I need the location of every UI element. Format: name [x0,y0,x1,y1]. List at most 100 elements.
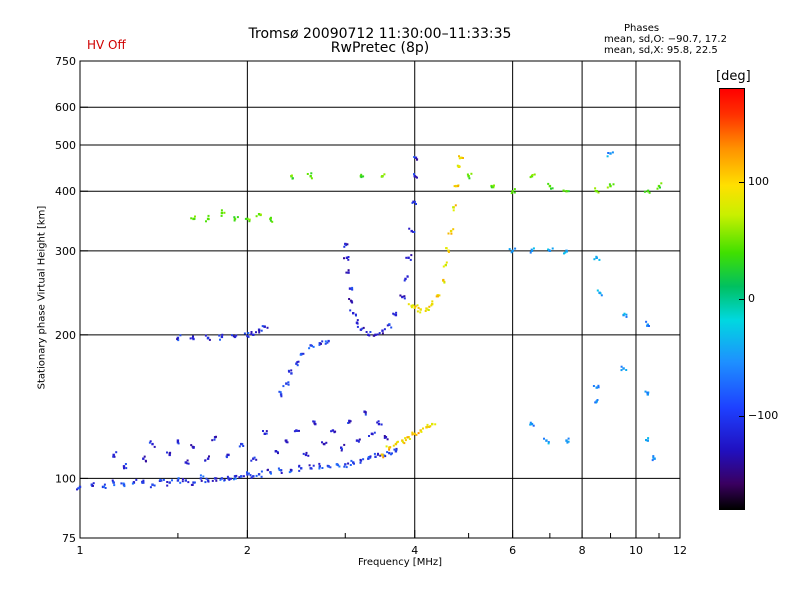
data-point [345,244,348,247]
data-point [223,211,226,214]
data-point [371,433,374,436]
data-point [427,309,430,311]
data-point [233,217,237,221]
data-point [374,455,377,458]
data-point [412,231,415,233]
data-point [258,331,261,334]
data-point [288,471,291,474]
data-point [406,436,409,439]
data-point [620,369,623,372]
data-point [379,454,382,457]
data-point [567,440,570,443]
data-point [404,277,407,281]
data-point [78,485,82,489]
data-point [321,467,324,469]
data-point [425,307,428,310]
data-point [513,191,516,194]
data-point [250,459,253,462]
data-point [298,464,301,467]
data-point [227,453,230,457]
data-point [246,473,249,476]
data-point [410,254,413,257]
data-point [490,186,493,189]
data-point [365,331,368,333]
data-point [122,465,126,468]
data-point [450,232,453,235]
data-point [377,420,380,423]
data-point [612,183,615,186]
data-point [179,334,182,337]
colorbar-tick-label: 0 [748,292,755,305]
data-point [547,248,550,251]
data-point [235,474,238,477]
data-point [141,481,144,484]
data-point [291,177,294,180]
data-point [403,295,406,298]
data-point [468,177,471,180]
data-point [304,453,308,457]
data-point [241,443,244,446]
data-point [493,184,495,187]
data-point [205,477,208,480]
data-point [199,474,202,477]
data-point [284,439,287,442]
data-point [324,340,327,343]
colorbar-tick-label: 100 [748,175,769,188]
data-point [594,187,597,190]
data-point [600,294,603,297]
data-point [269,471,272,474]
data-point [248,220,251,223]
data-point [229,477,232,480]
data-point [176,338,179,341]
data-point [207,214,210,217]
data-point [171,479,173,482]
data-point [376,333,379,336]
data-point [362,326,365,329]
data-point [215,479,218,482]
data-point [622,313,625,317]
data-point [594,401,597,404]
data-point [345,466,348,469]
data-point [270,216,272,219]
data-point [215,477,218,480]
data-point [341,448,343,451]
data-point [192,446,195,448]
data-point [652,455,655,458]
data-point [321,340,324,343]
data-point [238,476,241,479]
data-point [344,242,347,246]
data-point [532,247,535,250]
data-point [407,303,410,306]
data-point [567,190,570,193]
data-point [529,251,532,254]
data-point [381,329,384,332]
chart-title: Tromsø 20090712 11:30:00–11:33:35 [248,26,512,42]
data-point [226,456,228,459]
data-point [457,165,460,167]
data-point [420,430,423,433]
data-point [205,220,207,223]
data-point [250,331,253,333]
data-point [443,281,446,284]
data-point [228,478,231,481]
data-point [490,184,493,188]
data-point [269,217,272,221]
data-point [309,344,312,347]
colorbar-tick [739,299,745,300]
data-point [492,186,495,189]
data-point [428,305,431,308]
data-point [416,158,418,161]
data-point [279,393,283,396]
data-point [176,479,180,482]
data-point [287,381,290,384]
data-point [645,439,647,442]
data-point [302,452,305,455]
data-point [320,342,322,345]
data-point [547,442,550,445]
data-point [162,478,165,481]
data-point [431,300,434,303]
data-point [280,395,283,398]
data-point [236,216,239,219]
data-point [220,335,224,339]
data-point [395,311,398,314]
